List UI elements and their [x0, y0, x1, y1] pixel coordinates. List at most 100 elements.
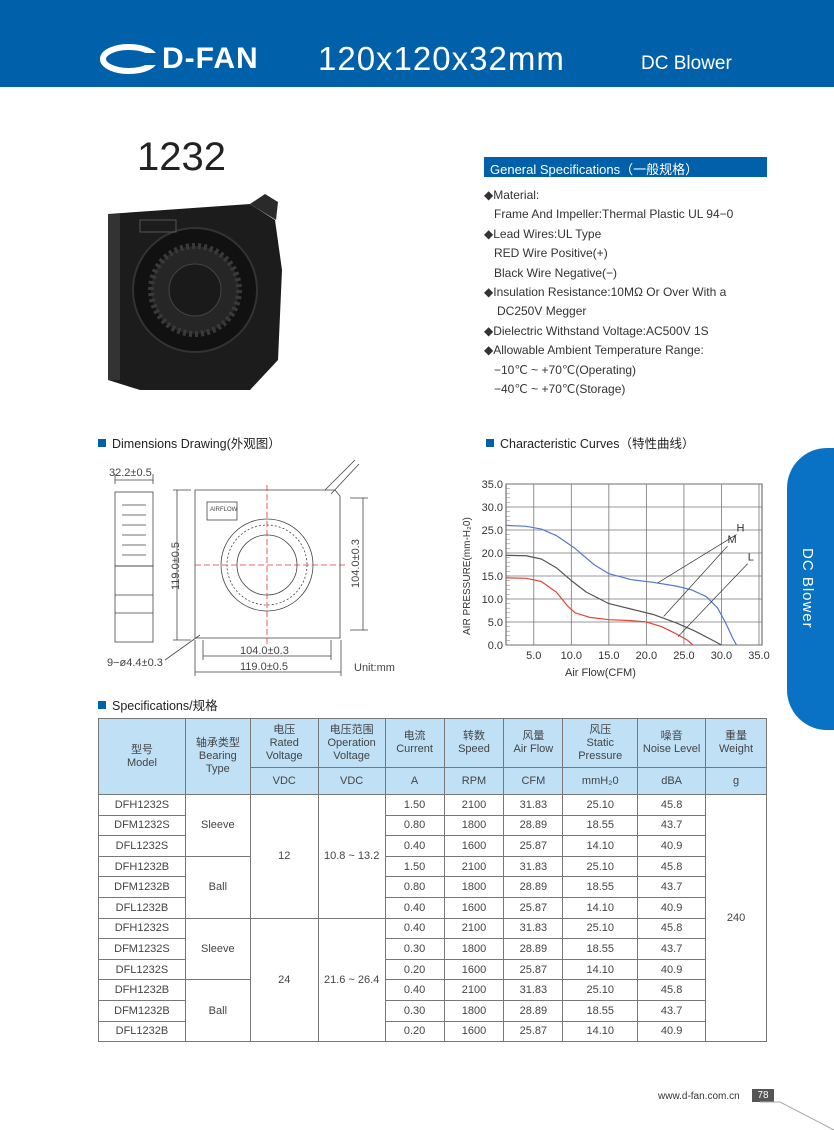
model-cell: DFH1232B	[98, 855, 186, 878]
general-specs-list: ◆Material: Frame And Impeller:Thermal Pl…	[484, 186, 733, 399]
value-cell: 14.10	[562, 835, 639, 857]
column-header: 转数 Speed	[443, 718, 505, 768]
curve-pointer	[657, 534, 737, 584]
header-text: Voltage	[333, 749, 370, 762]
value-cell: 25.87	[503, 835, 564, 857]
header-text: 电流	[403, 730, 426, 742]
model-cell: DFL1232B	[98, 896, 186, 919]
x-tick-label: 20.0	[636, 650, 657, 662]
curve-M	[505, 554, 722, 646]
model-cell: DFH1232B	[98, 979, 186, 1001]
dimensions-drawing: 32.2±0.5 119.0±0.5 104.0±0.3 104.0±0.3 1…	[107, 460, 395, 676]
specs-heading: Specifications/规格	[98, 695, 218, 714]
value-cell: 25.10	[562, 855, 639, 878]
value-cell: 18.55	[562, 876, 639, 898]
curve-pointer	[677, 563, 748, 637]
value-cell: 25.87	[503, 958, 564, 981]
thickness-dim: 32.2±0.5	[109, 467, 152, 479]
value-cell: 2100	[443, 979, 505, 1001]
bearing-cell: Ball	[184, 855, 251, 919]
model-number: 1232	[137, 135, 226, 179]
value-cell: 0.20	[384, 1020, 445, 1043]
product-size: 120x120x32mm	[318, 40, 565, 77]
header-text: 重量	[725, 730, 748, 742]
value-cell: 40.9	[637, 1020, 707, 1043]
header-text: Speed	[458, 743, 490, 755]
value-cell: 1800	[443, 814, 505, 837]
value-cell: 1800	[443, 876, 505, 898]
value-cell: 40.9	[637, 835, 707, 857]
y-axis-label: AIR PRESSURE(mm-H₂0)	[462, 517, 473, 635]
value-cell: 31.83	[503, 855, 564, 878]
y-tick-label: 30.0	[482, 502, 503, 514]
y-tick-label: 35.0	[482, 479, 503, 491]
side-tab: DC Blower	[787, 448, 834, 730]
value-cell: 0.40	[384, 979, 445, 1001]
value-cell: 25.10	[562, 917, 639, 940]
curve-label: M	[727, 534, 736, 546]
value-cell: 40.9	[637, 896, 707, 919]
value-cell: 1600	[443, 896, 505, 919]
value-cell: 31.83	[503, 979, 564, 1001]
model-cell: DFM1232S	[98, 938, 186, 960]
unit-cell: VDC	[317, 767, 386, 795]
column-header: 电流 Current	[384, 718, 445, 768]
value-cell: 25.10	[562, 979, 639, 1001]
table-row: DFM1232B 0.80 1800 28.89 18.55 43.7	[98, 876, 767, 898]
curve-label: L	[748, 551, 754, 563]
header-text: 轴承类型	[195, 737, 240, 749]
value-cell: 25.10	[562, 794, 639, 816]
x-tick-label: 25.0	[673, 650, 694, 662]
value-cell: 31.83	[503, 917, 564, 940]
header-text: 噪音	[660, 730, 683, 742]
bearing-cell: Sleeve	[184, 917, 251, 981]
x-tick-label: 10.0	[561, 650, 582, 662]
table-row: DFL1232B 0.20 1600 25.87 14.10 40.9	[98, 1020, 767, 1043]
header-bar: D-FAN 120x120x32mm DC Blower	[0, 0, 834, 87]
header-text: Type	[205, 763, 230, 775]
height-dim: 119.0±0.5	[170, 542, 182, 590]
value-cell: 45.8	[637, 979, 707, 1001]
value-cell: 28.89	[503, 999, 564, 1022]
table-row: DFL1232B 0.40 1600 25.87 14.10 40.9	[98, 896, 767, 919]
unit-label: Unit:mm	[354, 662, 395, 674]
header-text: Static	[586, 736, 614, 749]
airflow-label: AIRFLOW	[210, 507, 238, 513]
header-text: Voltage	[265, 749, 303, 762]
y-tick-label: 25.0	[482, 525, 503, 537]
spec-line: ◆Material:	[484, 188, 540, 202]
unit-cell: dBA	[637, 767, 707, 795]
characteristic-chart: HML 5.0 10.0 15.0 20.0 25.0 30.0 35.0 0.0 5.0 10.0…	[462, 479, 770, 679]
hole-pitch-h-dim: 104.0±0.3	[240, 645, 289, 657]
value-cell: 18.55	[562, 999, 639, 1022]
page-number: 78	[752, 1089, 774, 1102]
specs-table: 型号 Model 轴承类型 Bearing Type 电压 Rated Voltage 电压范围…	[98, 718, 767, 1043]
curve-L	[505, 577, 694, 646]
value-cell: 43.7	[637, 814, 707, 837]
header-text: Bearing	[198, 750, 237, 762]
curve-H	[505, 524, 738, 646]
value-cell: 43.7	[637, 999, 707, 1022]
brand-name: D-FAN	[162, 42, 259, 75]
value-cell: 0.40	[384, 917, 445, 940]
header-text: Weight	[719, 743, 754, 755]
unit-cell: VDC	[249, 767, 319, 795]
bullet-square-icon	[486, 438, 494, 447]
header-text: Rated	[269, 736, 299, 749]
dimensions-heading: Dimensions Drawing(外观图）	[98, 433, 281, 452]
value-cell: 25.87	[503, 896, 564, 919]
curve-pointer	[663, 545, 728, 617]
value-cell: 45.8	[637, 855, 707, 878]
column-header: 噪音 Noise Level	[637, 718, 707, 768]
header-text: Pressure	[578, 749, 623, 762]
x-tick-label: 5.0	[526, 650, 541, 662]
product-type: DC Blower	[641, 53, 732, 74]
value-cell: 40.9	[637, 958, 707, 981]
spec-line: Frame And Impeller:Thermal Plastic UL 94…	[494, 207, 734, 222]
value-cell: 1600	[443, 1020, 505, 1043]
curve-label: H	[736, 522, 744, 534]
value-cell: 0.30	[384, 999, 445, 1022]
value-cell: 2100	[443, 855, 505, 878]
model-cell: DFL1232S	[98, 958, 186, 981]
y-tick-label: 10.0	[482, 594, 503, 606]
